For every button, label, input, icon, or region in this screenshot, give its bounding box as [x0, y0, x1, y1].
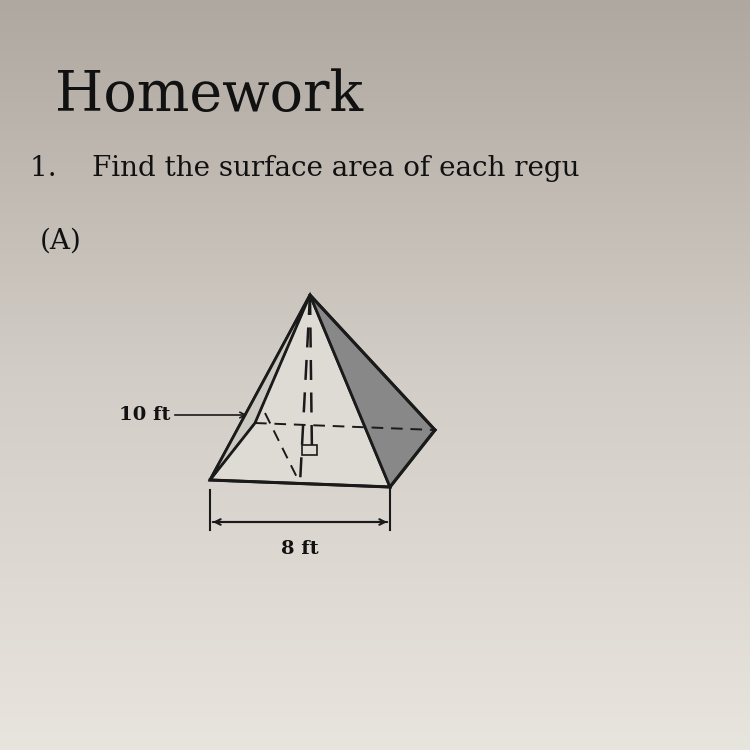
Text: 8 ft: 8 ft [281, 540, 319, 558]
Polygon shape [210, 295, 390, 487]
Text: 1.    Find the surface area of each regu: 1. Find the surface area of each regu [30, 155, 580, 182]
Text: Homework: Homework [55, 68, 363, 123]
Polygon shape [310, 295, 435, 487]
Text: 10 ft: 10 ft [118, 406, 170, 424]
Text: (A): (A) [40, 228, 82, 255]
Polygon shape [210, 295, 310, 480]
